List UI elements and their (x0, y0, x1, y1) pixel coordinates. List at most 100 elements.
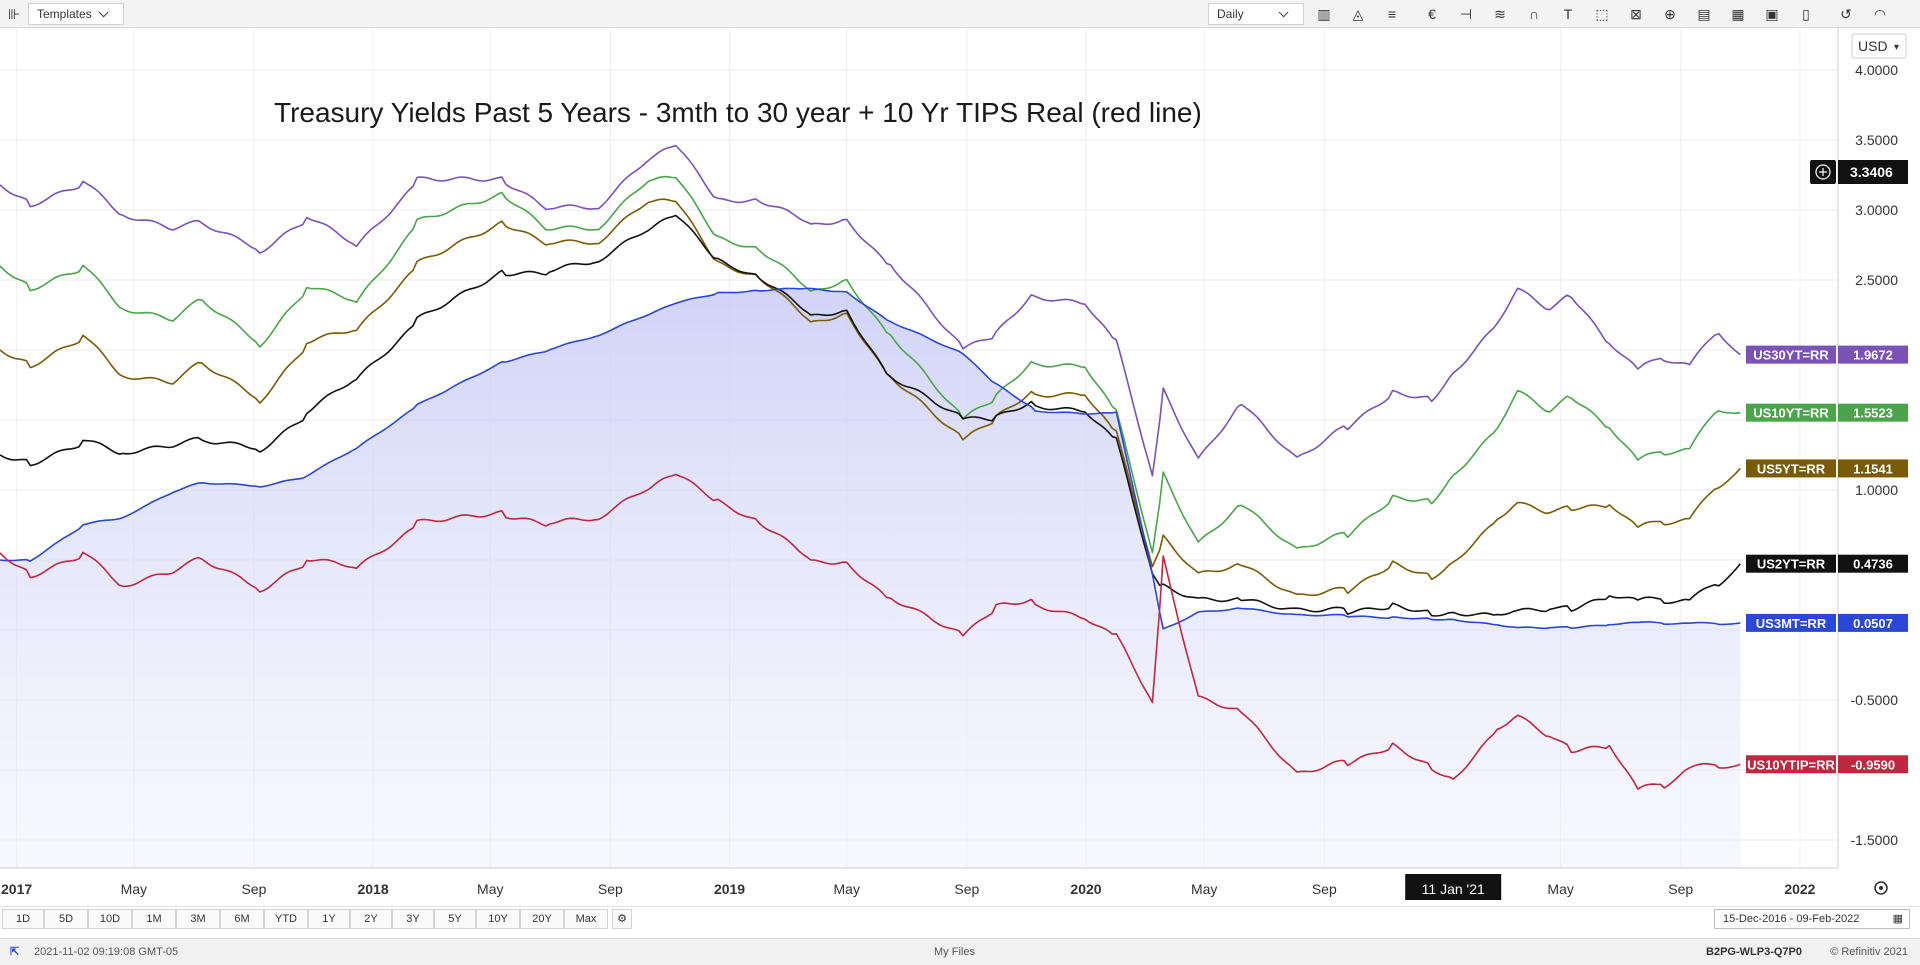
stats-icon[interactable]: ▤ (1697, 6, 1711, 22)
magnet-icon[interactable]: ∩ (1528, 6, 1540, 22)
series-line[interactable] (0, 175, 1741, 554)
crosshair-value: 3.3406 (1850, 164, 1893, 180)
range-button-max[interactable]: Max (564, 909, 608, 929)
chevron-down-icon (98, 7, 109, 18)
news-icon[interactable]: ▣ (1765, 6, 1779, 22)
range-button-1y[interactable]: 1Y (308, 909, 350, 929)
x-tick-label: 2017 (1, 881, 32, 897)
undo-icon[interactable]: ↺ (1840, 6, 1852, 22)
series-line[interactable] (0, 473, 1741, 790)
range-settings-gear-icon[interactable]: ⚙ (612, 909, 632, 929)
range-button-3m[interactable]: 3M (176, 909, 220, 929)
series-value-badge (1838, 403, 1908, 422)
currency-label: USD (1858, 38, 1888, 54)
series-name-badge (1746, 403, 1836, 422)
lines-icon[interactable]: ≡ (1387, 6, 1397, 22)
panel-toggle-icon[interactable]: ⊪ (7, 6, 21, 22)
table-icon[interactable]: ▦ (1731, 6, 1745, 22)
y-tick-label: 2.5000 (1855, 272, 1898, 288)
range-button-5y[interactable]: 5Y (434, 909, 476, 929)
series-name-badge (1746, 345, 1836, 364)
series-name-badge (1746, 554, 1836, 573)
series-value-label: 1.9672 (1853, 348, 1893, 363)
tools-icon[interactable]: ⊣ (1459, 6, 1473, 22)
status-copyright: © Refinitiv 2021 (1830, 946, 1908, 958)
date-range-picker[interactable]: 15-Dec-2016 - 09-Feb-2022 ▦ (1714, 909, 1910, 929)
series-value-label: 1.1541 (1853, 461, 1893, 476)
x-tick-label: May (834, 881, 860, 897)
chart-area[interactable]: 4.0000 3.5000 3.0000 2.5000 1.0000 -0.5000 -1.… (0, 28, 1920, 905)
x-tick-label: Sep (1312, 881, 1337, 897)
currency-selector[interactable]: USD ▾ (1851, 33, 1907, 59)
indicator-icon[interactable]: ◬ (1352, 6, 1364, 22)
y-tick-label: -0.5000 (1851, 692, 1899, 708)
series-name-badge (1746, 459, 1836, 478)
area-fill (0, 288, 1741, 868)
gear-icon[interactable] (1874, 881, 1888, 895)
series-name-badge (1746, 755, 1836, 774)
series-name-label: US30YT=RR (1753, 348, 1829, 363)
interval-label: Daily (1217, 7, 1244, 21)
crosshair-price-badge: 3.3406 (1810, 160, 1908, 184)
series-value-badge (1838, 613, 1908, 632)
status-bar: ⇱ 2021-11-02 09:19:08 GMT-05 My Files B2… (0, 938, 1920, 965)
refinitiv-logo-icon: ⇱ (10, 946, 20, 958)
range-button-ytd[interactable]: YTD (264, 909, 308, 929)
gallery-icon[interactable]: ⊠ (1630, 6, 1642, 22)
range-button-10d[interactable]: 10D (88, 909, 132, 929)
text-icon[interactable]: T (1563, 6, 1573, 22)
x-tick-label: 2022 (1784, 881, 1815, 897)
y-tick-label: 3.0000 (1855, 202, 1898, 218)
crosshair-date-label: 11 Jan '21 (1422, 881, 1485, 897)
pattern-icon[interactable]: ≋ (1494, 6, 1506, 22)
chart-title: Treasury Yields Past 5 Years - 3mth to 3… (274, 97, 1202, 128)
series-value-label: 1.5523 (1853, 406, 1893, 421)
plus-circle-icon[interactable] (1815, 164, 1831, 180)
doc-icon[interactable]: ▯ (1802, 6, 1810, 22)
range-button-1m[interactable]: 1M (132, 909, 176, 929)
interval-dropdown[interactable]: Daily (1208, 3, 1304, 25)
zoom-icon[interactable]: ⊕ (1664, 6, 1676, 22)
range-button-2y[interactable]: 2Y (350, 909, 392, 929)
range-bar: 1D 5D 10D 1M 3M 6M YTD 1Y 2Y 3Y 5Y 10Y 20Y Max ⚙ 15-De… (0, 906, 1920, 931)
range-button-20y[interactable]: 20Y (520, 909, 564, 929)
chevron-down-icon (1278, 7, 1289, 18)
bar-chart-icon[interactable]: ▥ (1317, 6, 1331, 22)
range-button-1d[interactable]: 1D (2, 909, 44, 929)
calendar-icon: ▦ (1892, 913, 1903, 925)
range-button-5d[interactable]: 5D (44, 909, 88, 929)
shapes-icon[interactable]: ⬚ (1595, 6, 1609, 22)
status-timestamp: 2021-11-02 09:19:08 GMT-05 (34, 946, 179, 958)
range-button-6m[interactable]: 6M (220, 909, 264, 929)
series-line[interactable] (0, 287, 1741, 630)
x-tick-label: May (1191, 881, 1217, 897)
x-tick-label: 2019 (714, 881, 745, 897)
x-tick-label: May (121, 881, 147, 897)
x-tick-label: 2020 (1070, 881, 1101, 897)
series-lines (0, 144, 1741, 790)
range-button-10y[interactable]: 10Y (476, 909, 520, 929)
series-name-label: US5YT=RR (1757, 461, 1826, 476)
y-axis: 4.0000 3.5000 3.0000 2.5000 1.0000 -0.5000 -1.… (1851, 62, 1899, 848)
euro-icon[interactable]: € (1428, 6, 1436, 22)
range-button-3y[interactable]: 3Y (392, 909, 434, 929)
y-tick-label: 4.0000 (1855, 62, 1898, 78)
status-myfiles[interactable]: My Files (934, 946, 975, 958)
series-name-label: US2YT=RR (1757, 557, 1826, 572)
x-tick-label: 2018 (357, 881, 388, 897)
y-tick-label: 3.5000 (1855, 132, 1898, 148)
series-value-badge (1838, 755, 1908, 774)
series-line[interactable] (0, 144, 1741, 477)
x-tick-label: May (477, 881, 503, 897)
series-area-fill (0, 288, 1741, 868)
last-value-badges: US30YT=RR 1.9672 US10YT=RR 1.5523 US5YT=RR 1.… (1746, 345, 1908, 774)
series-name-badge (1746, 613, 1836, 632)
chart-settings-gear[interactable] (1874, 881, 1888, 895)
series-name-label: US10YTIP=RR (1747, 757, 1835, 772)
collapse-icon[interactable]: ◠ (1873, 6, 1887, 22)
yield-chart[interactable]: 4.0000 3.5000 3.0000 2.5000 1.0000 -0.5000 -1.… (0, 28, 1920, 905)
series-value-label: 0.4736 (1853, 557, 1893, 572)
templates-dropdown[interactable]: Templates (28, 3, 124, 25)
series-name-label: US3MT=RR (1756, 616, 1827, 631)
series-line[interactable] (0, 214, 1741, 617)
